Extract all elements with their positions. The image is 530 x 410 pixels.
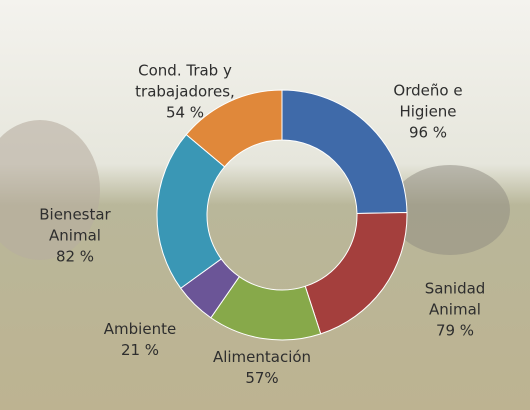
value-label: 96 % (409, 124, 447, 142)
segment-label: Alimentación 57% (207, 347, 317, 389)
value-label: 79 % (436, 322, 474, 340)
value-label: 54 % (166, 104, 204, 122)
value-label: 82 % (56, 248, 94, 266)
chart: Ordeño e Higiene 96 % Sanidad Animal 79 % Al… (0, 0, 530, 410)
value-label: 57% (245, 369, 278, 387)
category-name: Cond. Trab y trabajadores, (135, 62, 235, 101)
segment-label: Ambiente 21 % (85, 319, 195, 361)
value-label: 21 % (121, 341, 159, 359)
category-name: Bienestar Animal (39, 206, 110, 245)
category-name: Alimentación (213, 348, 311, 366)
segment-label: Ordeño e Higiene 96 % (373, 81, 483, 144)
segment-label: Sanidad Animal 79 % (400, 279, 510, 342)
category-name: Ambiente (104, 320, 176, 338)
segment-label: Cond. Trab y trabajadores, 54 % (130, 61, 240, 124)
background-shape (390, 165, 510, 255)
category-name: Ordeño e Higiene (393, 82, 462, 121)
segment-label: Bienestar Animal 82 % (20, 205, 130, 268)
category-name: Sanidad Animal (425, 280, 486, 319)
